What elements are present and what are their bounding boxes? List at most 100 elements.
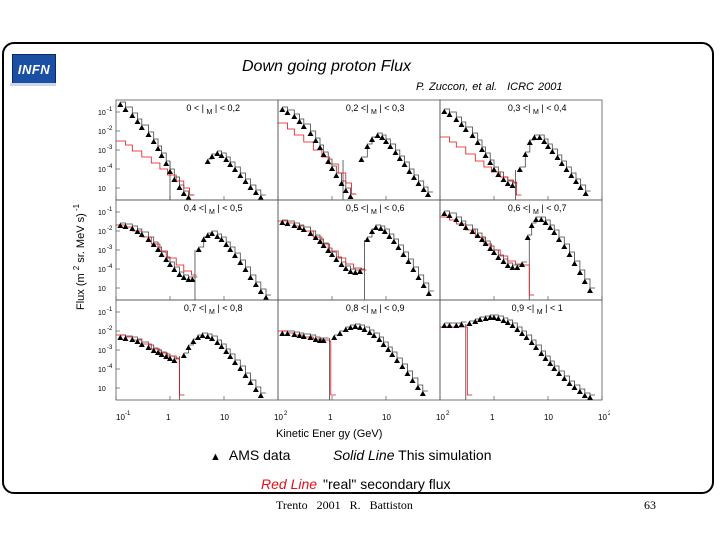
ams-data-point: [479, 146, 485, 152]
ams-data-point: [223, 241, 230, 247]
ams-data-point: [342, 326, 349, 332]
ams-data-point: [587, 394, 593, 400]
ams-data-point: [504, 319, 511, 325]
ams-data-point: [232, 166, 238, 172]
ams-data-point: [383, 138, 389, 144]
ams-data-point: [415, 180, 422, 186]
ams-data-point: [284, 109, 291, 115]
ams-data-point: [386, 233, 393, 239]
ams-data-point: [528, 339, 535, 345]
ams-data-point: [296, 224, 303, 230]
ams-data-point: [307, 130, 314, 136]
y-tick-label: 10: [98, 329, 106, 336]
ams-data-point: [528, 222, 535, 228]
legend-ams: ▲ AMS data: [210, 447, 290, 463]
ams-data-point: [204, 158, 211, 164]
secondary-flux-line: [440, 136, 522, 196]
ams-data-point: [190, 338, 197, 344]
ams-data-point: [405, 258, 412, 264]
ams-data-point: [247, 184, 254, 190]
ams-data-point: [342, 187, 349, 193]
ams-data-point: [563, 166, 570, 172]
ams-data-point: [300, 123, 307, 129]
ams-data-point: [163, 160, 170, 166]
ams-data-point: [582, 190, 589, 196]
ams-data-point: [381, 228, 388, 234]
ams-data-point: [364, 236, 371, 242]
legend-solid-line: Solid Line This simulation: [333, 447, 492, 463]
ams-data-point: [138, 231, 145, 237]
ams-data-point: [389, 351, 396, 357]
panel-label: 0,9 <| M | < 1: [512, 303, 563, 316]
ams-data-point: [577, 184, 584, 190]
ams-data-point: [482, 152, 489, 158]
ams-data-point: [487, 314, 494, 320]
ams-data-point: [279, 219, 286, 225]
y-tick-exponent: -1: [107, 207, 113, 213]
ams-data-point: [307, 230, 314, 236]
ams-data-point: [307, 334, 314, 340]
ams-data-point: [171, 176, 178, 182]
ams-data-point: [509, 182, 516, 188]
ams-data-point: [551, 229, 558, 235]
y-tick-exponent: -1: [107, 307, 113, 313]
x-axis-label: Kinetic Ener gy (GeV): [276, 428, 382, 440]
ams-data-point: [180, 190, 187, 196]
citation-conference: ICRC 2001: [507, 81, 563, 93]
y-tick-exponent: -3: [107, 245, 113, 251]
ams-data-point: [453, 216, 460, 222]
panel-frame: [439, 199, 603, 301]
ams-data-point: [396, 155, 403, 161]
ams-data-point: [385, 346, 392, 352]
ams-data-point: [227, 246, 234, 252]
ams-data-point: [576, 269, 583, 275]
secondary-flux-line: [440, 326, 473, 396]
ams-data-point: [453, 322, 460, 328]
ams-data-point: [516, 166, 523, 172]
y-tick-exponent: -4: [107, 364, 113, 370]
ams-data-point: [410, 266, 417, 272]
ams-data-point: [204, 232, 211, 238]
ams-data-point: [117, 222, 124, 228]
ams-data-point: [411, 174, 417, 180]
simulation-line-high: [367, 224, 434, 292]
ams-data-point: [237, 259, 244, 265]
ams-data-point: [376, 336, 383, 342]
ams-data-point: [117, 101, 124, 107]
ams-data-point: [242, 372, 249, 378]
ams-data-point: [291, 113, 298, 119]
ams-data-point: [257, 194, 264, 200]
y-tick-label: 10: [98, 267, 106, 274]
ams-data-point: [519, 330, 525, 336]
ams-data-point: [487, 245, 494, 251]
panel-label: 0 < | M | < 0,2: [186, 103, 240, 116]
ams-data-point: [487, 159, 494, 165]
ams-data-point: [312, 336, 319, 342]
ams-data-point: [523, 334, 530, 340]
ams-data-point: [329, 251, 335, 257]
ams-data-point: [338, 261, 345, 267]
ams-data-point: [522, 151, 529, 157]
ams-data-point: [204, 333, 211, 339]
ams-data-point: [453, 116, 460, 122]
ams-data-point: [167, 168, 173, 174]
ams-data-point: [167, 261, 173, 267]
legend-solid-label: This simulation: [398, 447, 492, 463]
ams-data-point: [500, 258, 507, 264]
secondary-flux-line: [278, 122, 357, 195]
ams-data-point: [441, 210, 448, 216]
ams-data-point: [347, 324, 354, 330]
ams-data-point: [352, 269, 359, 275]
ams-data-point: [541, 138, 548, 144]
simulation-line-high: [469, 314, 595, 396]
ams-data-point: [134, 228, 141, 234]
panel-frame: [439, 99, 603, 201]
ams-data-point: [566, 380, 573, 386]
ams-data-point: [242, 266, 249, 272]
ams-data-point: [394, 357, 400, 363]
ams-data-point: [227, 161, 234, 167]
ams-data-point: [300, 333, 307, 339]
ams-data-point: [163, 353, 170, 359]
ams-data-point: [547, 360, 554, 366]
simulation-line-high: [198, 230, 271, 296]
